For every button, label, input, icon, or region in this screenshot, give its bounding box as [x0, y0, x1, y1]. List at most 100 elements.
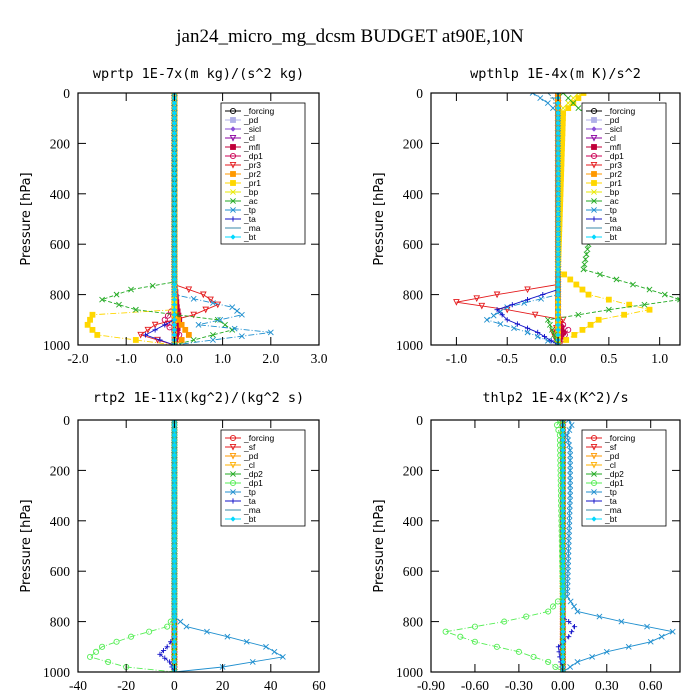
legend-marker-pd: [230, 117, 236, 123]
series-point-ta: [524, 297, 531, 303]
legend: _forcing_sf_pd_cl_dp2_dp1_tp_ta_ma_bt: [581, 429, 667, 527]
series-point-tp: [210, 337, 216, 343]
series-point-bt: [560, 578, 566, 584]
series-point-bt: [560, 588, 566, 594]
series-point-bt: [171, 518, 177, 524]
legend-marker-mfl: [591, 144, 597, 150]
series-point-tp: [568, 422, 575, 428]
series-point-tp: [644, 623, 650, 630]
series-point-pr3: [190, 311, 198, 319]
legend-marker-dp2: [591, 471, 597, 477]
series-point-tp: [238, 333, 245, 340]
y-axis-label: Pressure [hPa]: [372, 172, 387, 265]
series-point-bt: [171, 613, 177, 620]
series-point-bt: [555, 110, 561, 116]
series-point-bt: [171, 457, 177, 463]
series-point-tp: [555, 342, 561, 345]
series-point-ac: [584, 246, 591, 253]
series-point-tp: [544, 100, 551, 106]
series-point-bt: [555, 286, 561, 293]
x-tick-label: 0.0: [550, 351, 567, 366]
series-point-ta: [164, 644, 170, 650]
legend-marker-forcing: [229, 434, 237, 442]
legend-marker-tp: [591, 489, 597, 495]
series-point-ac: [551, 332, 557, 338]
series-point-tp: [497, 321, 504, 327]
series-point-tp: [267, 329, 274, 336]
series-point-dp1: [457, 633, 464, 640]
series-point-bt: [171, 317, 177, 323]
legend-marker-forcing: [590, 434, 598, 442]
series-point-bt: [171, 629, 177, 635]
series-point-bt: [555, 150, 561, 157]
series-point-ac: [581, 261, 588, 268]
series-point-ac: [661, 291, 668, 298]
plot-frame: [430, 419, 681, 673]
series-point-ta: [509, 302, 515, 308]
series-point-bt: [555, 115, 561, 121]
x-tick-label: 0.60: [639, 678, 663, 693]
series-point-bt: [171, 130, 177, 136]
legend-marker-cl: [590, 134, 598, 142]
series-point-tp: [217, 316, 224, 323]
series-point-bt: [171, 548, 177, 554]
series-point-tp: [647, 638, 654, 645]
series-point-dp1: [493, 643, 500, 650]
series-point-pr1: [89, 311, 96, 318]
series-point-tp: [567, 487, 574, 494]
series-point-tp: [564, 593, 571, 600]
series-point-tp: [603, 648, 610, 655]
series-point-tp: [567, 492, 574, 499]
series-point-pr1: [132, 337, 139, 343]
series-point-bt: [171, 120, 177, 126]
legend-label-ma: _ma: [604, 223, 622, 233]
legend-label-sf: _sf: [604, 442, 617, 452]
chart-panel-4: thlp2 1E-4x(K^2)/s Pressure [hPa] 0 200 400 6…: [372, 390, 681, 693]
series-point-tp: [565, 568, 571, 575]
series-point-bt: [171, 312, 177, 318]
series-point-bt: [171, 462, 177, 468]
series-point-pr1: [575, 95, 582, 101]
series-point-bt: [171, 513, 177, 519]
series-point-bt: [555, 302, 561, 308]
y-tick-label: 1000: [43, 338, 70, 353]
series-point-bt: [555, 140, 561, 146]
legend-label-dp1: _dp1: [604, 478, 624, 488]
series-point-ta: [541, 334, 548, 340]
series-point-bt: [171, 477, 177, 484]
series-point-bt: [171, 271, 177, 278]
series-point-tp: [224, 633, 231, 640]
series-point-bt: [560, 634, 566, 640]
series-point-tp: [566, 522, 573, 529]
series-point-tp: [566, 527, 573, 534]
legend-marker-dp1: [229, 152, 237, 160]
series-point-pr1: [571, 332, 578, 338]
series-point-pr1: [94, 332, 101, 338]
series-point-dp1: [93, 648, 100, 655]
series-point-ac: [575, 105, 582, 112]
series-point-tp: [171, 342, 178, 345]
legend-marker-ta: [591, 216, 597, 222]
series-point-tp: [564, 573, 571, 580]
x-tick-label: 0.0: [166, 351, 183, 366]
panel-title: rtp2 1E-11x(kg^2)/(kg^2 s): [93, 390, 304, 406]
series-point-ac: [546, 321, 553, 328]
y-tick-label: 400: [50, 514, 71, 529]
legend-marker-pr1: [591, 180, 597, 186]
y-tick-label: 1000: [43, 665, 70, 680]
legend: _forcing_pd_sicl_cl_mfl_dp1_pr3_pr2_pr1_…: [220, 102, 306, 245]
series-point-tp: [565, 548, 572, 554]
legend-label-pr1: _pr1: [604, 178, 622, 188]
chart-panel-2: wpthlp 1E-4x(m K)/s^2 Pressure [hPa] 0 200 4…: [372, 66, 681, 366]
legend-label-sicl: _sicl: [604, 124, 622, 134]
series-point-bt: [171, 498, 177, 504]
series-point-bt: [560, 518, 566, 524]
series-point-bt: [171, 125, 177, 131]
series-line-tp: [485, 93, 559, 345]
series-point-bt: [560, 533, 566, 539]
series-point-bt: [560, 508, 566, 514]
series-point-ta: [160, 647, 167, 654]
legend-marker-bp: [230, 189, 236, 195]
series-point-bt: [555, 171, 561, 177]
